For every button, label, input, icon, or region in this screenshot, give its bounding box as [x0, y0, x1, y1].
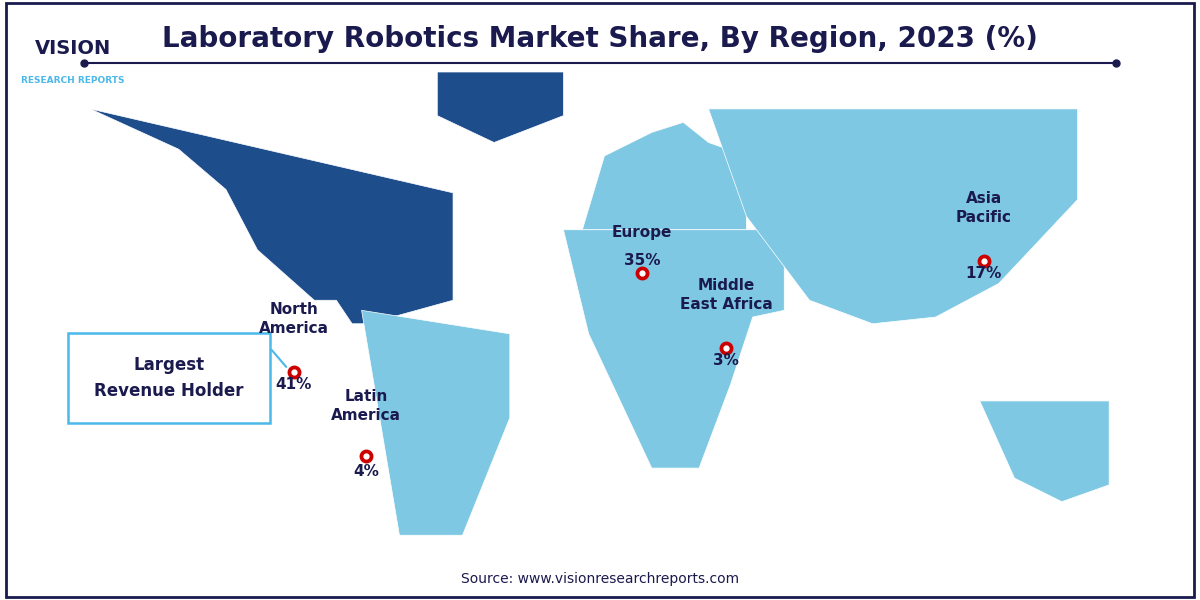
Polygon shape: [708, 109, 1078, 324]
Text: 3%: 3%: [713, 353, 739, 368]
Polygon shape: [564, 230, 785, 468]
Text: VISION: VISION: [35, 40, 110, 58]
Text: Middle
East Africa: Middle East Africa: [679, 278, 773, 312]
Text: Source: www.visionresearchreports.com: Source: www.visionresearchreports.com: [461, 572, 739, 586]
Polygon shape: [361, 310, 510, 535]
Text: Laboratory Robotics Market Share, By Region, 2023 (%): Laboratory Robotics Market Share, By Reg…: [162, 25, 1038, 53]
Polygon shape: [437, 72, 564, 142]
Text: Latin
America: Latin America: [331, 389, 401, 423]
Text: Europe: Europe: [612, 225, 672, 240]
Polygon shape: [582, 122, 746, 230]
Text: 4%: 4%: [353, 464, 379, 479]
Polygon shape: [980, 401, 1109, 502]
Text: 17%: 17%: [966, 266, 1002, 281]
Polygon shape: [90, 109, 454, 324]
Text: North
America: North America: [259, 302, 329, 336]
Text: 35%: 35%: [624, 253, 660, 268]
Text: Largest
Revenue Holder: Largest Revenue Holder: [95, 356, 244, 400]
FancyBboxPatch shape: [68, 333, 270, 423]
Text: RESEARCH REPORTS: RESEARCH REPORTS: [20, 76, 125, 85]
Text: Asia
Pacific: Asia Pacific: [956, 191, 1012, 225]
Text: 41%: 41%: [276, 377, 312, 392]
